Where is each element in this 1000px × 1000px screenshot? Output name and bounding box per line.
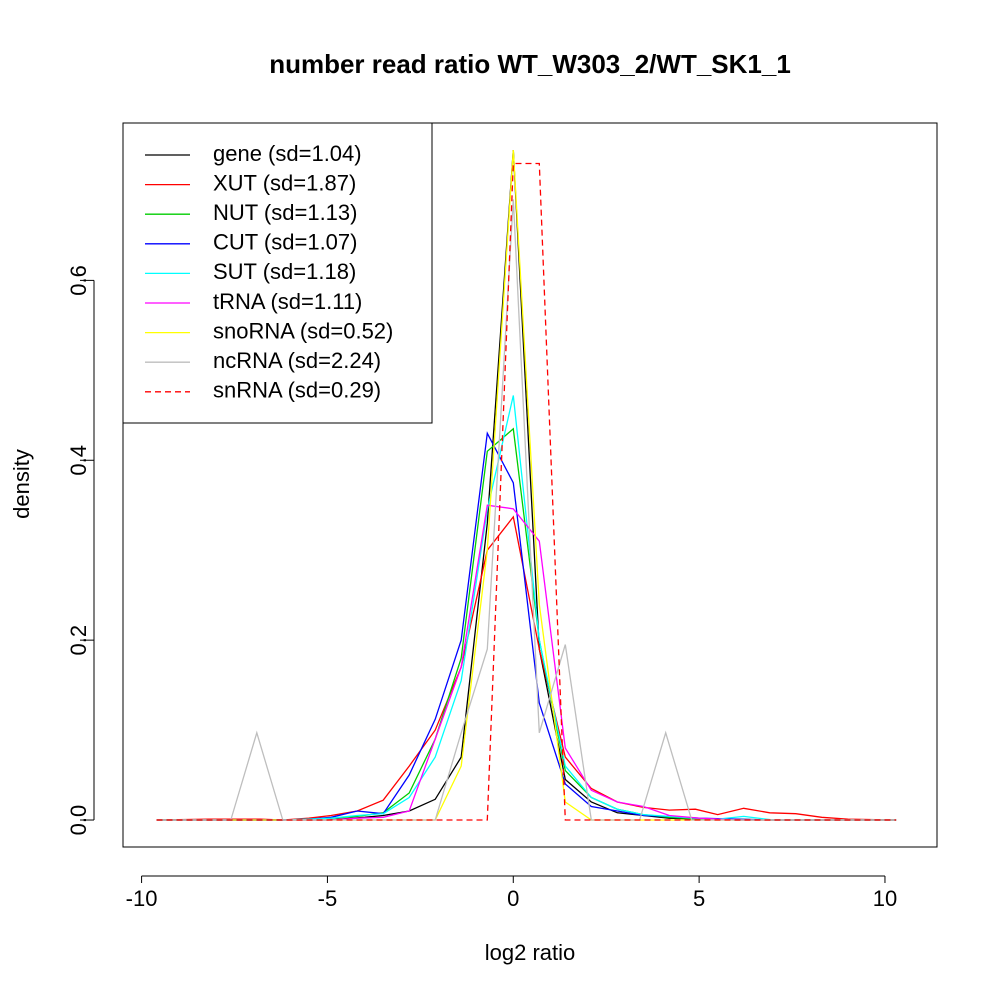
series-line-8 <box>156 162 897 821</box>
series-line-5 <box>156 504 897 821</box>
series-lines <box>156 149 897 821</box>
legend: gene (sd=1.04) XUT (sd=1.87) NUT (sd=1.13)… <box>122 122 433 424</box>
series-line-7 <box>156 199 897 821</box>
y-axis-label: density <box>9 449 34 519</box>
x-axis: -10 -5 0 5 10 <box>126 875 897 911</box>
y-tick-label: 0.6 <box>66 265 91 296</box>
legend-label: snoRNA (sd=0.52) <box>213 318 393 343</box>
y-tick-label: 0.4 <box>66 445 91 476</box>
x-tick-label: -10 <box>126 886 158 911</box>
x-tick-label: 10 <box>873 886 897 911</box>
legend-label: NUT (sd=1.13) <box>213 200 357 225</box>
legend-label: XUT (sd=1.87) <box>213 170 356 195</box>
x-tick-label: -5 <box>318 886 338 911</box>
chart-title: number read ratio WT_W303_2/WT_SK1_1 <box>269 49 791 79</box>
x-tick-label: 0 <box>507 886 519 911</box>
y-tick-label: 0.0 <box>66 805 91 836</box>
series-line-1 <box>156 515 897 821</box>
legend-label: snRNA (sd=0.29) <box>213 378 381 403</box>
series-line-3 <box>156 431 897 821</box>
legend-label: CUT (sd=1.07) <box>213 230 357 255</box>
legend-label: gene (sd=1.04) <box>213 141 362 166</box>
legend-label: tRNA (sd=1.11) <box>213 289 362 314</box>
legend-label: ncRNA (sd=2.24) <box>213 348 381 373</box>
x-axis-label: log2 ratio <box>485 940 576 965</box>
plot-frame <box>122 122 938 848</box>
legend-label: SUT (sd=1.18) <box>213 259 356 284</box>
x-tick-label: 5 <box>693 886 705 911</box>
series-line-2 <box>156 427 897 821</box>
y-axis: 0.0 0.2 0.4 0.6 <box>66 265 95 836</box>
y-tick-label: 0.2 <box>66 625 91 656</box>
